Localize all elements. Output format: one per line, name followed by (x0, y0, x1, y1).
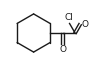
Text: Cl: Cl (64, 13, 73, 22)
Text: O: O (82, 20, 89, 29)
Text: O: O (59, 45, 66, 54)
